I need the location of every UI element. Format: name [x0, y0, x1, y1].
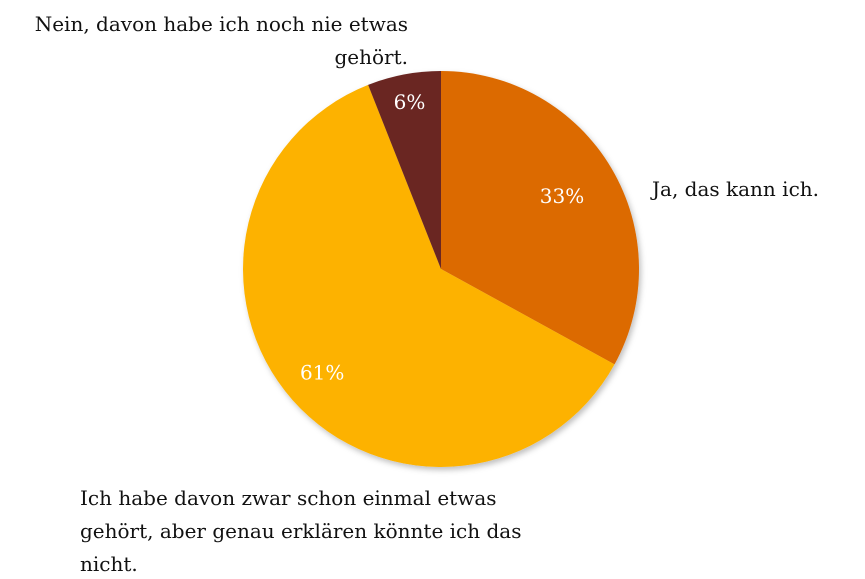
pie-slice — [243, 84, 615, 467]
category-label: Ich habe davon zwar schon einmal etwas g… — [80, 486, 522, 576]
slices — [243, 71, 640, 467]
category-label: Nein, davon habe ich noch nie etwas gehö… — [34, 12, 408, 69]
pie-slice — [368, 71, 441, 269]
value-label: 61% — [300, 360, 344, 384]
pie-slice — [441, 71, 640, 365]
value-label: 33% — [540, 184, 584, 208]
value-label: 6% — [394, 90, 426, 114]
category-label: Ja, das kann ich. — [652, 177, 820, 201]
